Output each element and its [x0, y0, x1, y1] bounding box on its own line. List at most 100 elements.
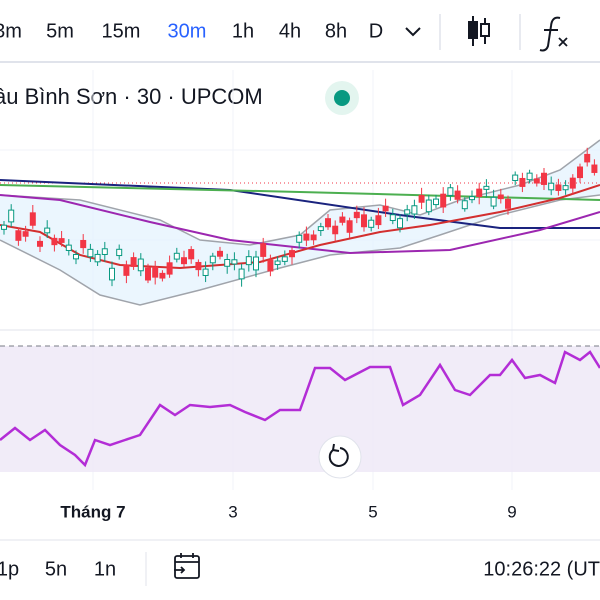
- candle-body: [15, 230, 22, 241]
- candle-body: [29, 212, 36, 226]
- candle-body: [202, 268, 209, 276]
- candle-body: [267, 259, 274, 272]
- candle-body: [317, 226, 324, 232]
- interval-button[interactable]: 3m: [0, 20, 22, 42]
- candle-body: [562, 185, 569, 191]
- interval-button[interactable]: 5m: [46, 20, 74, 42]
- candle-body: [397, 218, 403, 229]
- candle-body: [447, 187, 454, 196]
- candle-body: [411, 205, 418, 215]
- candle-body: [195, 261, 202, 271]
- interval-button[interactable]: 30m: [168, 20, 207, 42]
- interval-button[interactable]: 15m: [102, 20, 141, 42]
- clock: 10:26:22 (UT: [483, 558, 600, 580]
- candle-body: [425, 199, 432, 213]
- candle-body: [526, 172, 533, 181]
- candle-body: [541, 172, 547, 185]
- bollinger-lower: [0, 194, 600, 306]
- candle-body: [461, 200, 468, 210]
- symbol-title: âu Bình Sơn · 30 · UPCOM: [0, 84, 263, 109]
- interval-button[interactable]: 4h: [279, 20, 301, 42]
- candle-body: [238, 268, 245, 280]
- date-range-icon[interactable]: [174, 553, 200, 579]
- candle-body: [375, 215, 382, 226]
- candle-body: [145, 267, 151, 281]
- candle-body: [260, 243, 267, 257]
- candle-body: [569, 177, 576, 189]
- candle-body: [533, 178, 540, 184]
- candle-body: [22, 231, 29, 237]
- candle-body: [440, 193, 447, 208]
- candle-body: [289, 250, 295, 258]
- candle-body: [454, 190, 461, 200]
- candle-body: [152, 266, 159, 278]
- status-dot: [334, 90, 350, 106]
- interval-button[interactable]: 8h: [325, 20, 347, 42]
- candle-body: [476, 188, 483, 197]
- bollinger-fill: [0, 140, 600, 305]
- time-axis-label: 9: [507, 502, 516, 521]
- candle-body: [51, 237, 58, 246]
- candle-body: [519, 177, 526, 187]
- time-axis-label: 5: [368, 502, 377, 521]
- interval-button[interactable]: D: [369, 20, 383, 42]
- candle-body: [116, 248, 123, 257]
- reset-button[interactable]: [318, 435, 362, 479]
- candle-body: [159, 272, 166, 279]
- candle-body: [361, 214, 367, 228]
- ma-slow: [0, 194, 600, 255]
- candle-body: [497, 194, 504, 200]
- range-button[interactable]: 1p: [0, 558, 19, 580]
- candle-body: [173, 252, 180, 260]
- candle-body: [224, 259, 231, 267]
- candle-body: [555, 184, 562, 191]
- candle-body: [166, 262, 173, 275]
- candle-body: [483, 185, 490, 190]
- candle-body: [101, 248, 108, 255]
- candle-body: [404, 209, 411, 215]
- candle-body: [584, 153, 591, 163]
- candle-body: [253, 256, 259, 271]
- candle-body: [490, 196, 497, 207]
- candle-body: [303, 233, 310, 241]
- candle-body: [137, 258, 144, 272]
- candle-body: [130, 257, 137, 267]
- candle-body: [281, 256, 288, 262]
- candle-body: [577, 166, 583, 179]
- candle-body: [37, 240, 43, 247]
- candle-type-icon[interactable]: [468, 16, 490, 46]
- candle-body: [310, 234, 317, 241]
- candle-body: [94, 253, 101, 263]
- candle-body: [188, 249, 195, 260]
- candle-body: [181, 257, 187, 265]
- candle-body: [209, 255, 216, 264]
- candle-body: [8, 209, 15, 223]
- candle-body: [65, 244, 72, 251]
- candle-body: [368, 219, 375, 228]
- candle-body: [296, 234, 303, 243]
- interval-button[interactable]: 1h: [232, 20, 254, 42]
- indicator-icon[interactable]: [539, 16, 568, 52]
- candle-body: [339, 216, 346, 223]
- range-button[interactable]: 1n: [94, 558, 116, 580]
- range-button[interactable]: 5n: [45, 558, 67, 580]
- candle-body: [123, 264, 130, 276]
- candle-body: [274, 260, 281, 266]
- time-axis-label: Tháng 7: [60, 502, 125, 521]
- candle-body: [353, 211, 360, 219]
- candle-body: [346, 220, 353, 233]
- candle-body: [87, 248, 94, 258]
- candle-body: [1, 224, 7, 230]
- candle-body: [433, 198, 439, 206]
- chevron-icon[interactable]: [405, 27, 421, 37]
- candle-body: [231, 259, 238, 265]
- candle-body: [44, 227, 51, 234]
- candle-body: [73, 253, 79, 260]
- candle-body: [217, 250, 223, 257]
- candle-body: [109, 267, 115, 281]
- candle-body: [418, 194, 425, 203]
- candle-body: [389, 214, 396, 221]
